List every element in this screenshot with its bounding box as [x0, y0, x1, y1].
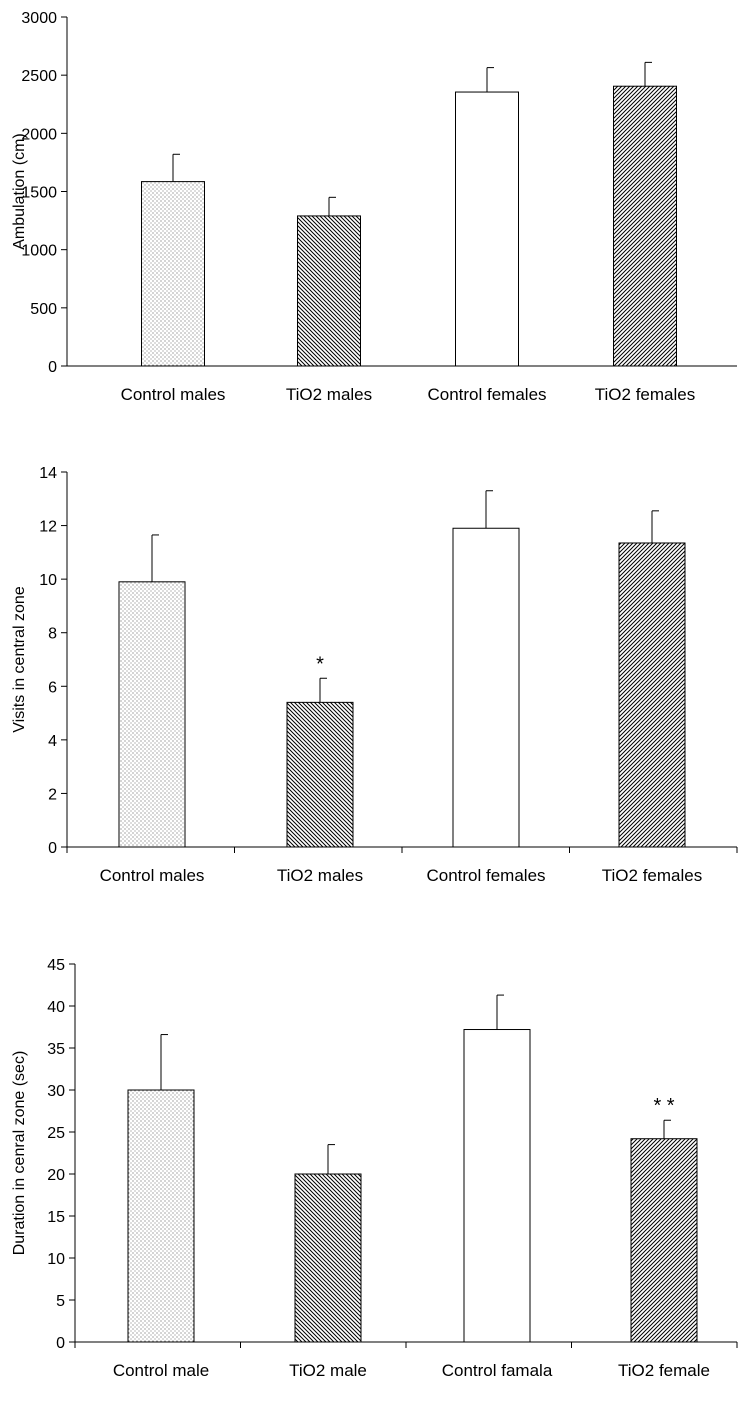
x-category-label: TiO2 females — [602, 866, 702, 885]
y-tick-label: 35 — [47, 1041, 65, 1058]
y-tick-label: 10 — [47, 1251, 65, 1268]
x-category-label: TiO2 males — [286, 385, 372, 404]
y-tick-label: 0 — [48, 359, 57, 376]
y-axis-title: Visits in central zone — [11, 586, 28, 733]
y-tick-label: 0 — [56, 1335, 65, 1352]
x-category-label: Control famala — [442, 1361, 553, 1380]
y-tick-label: 14 — [39, 465, 57, 482]
bar — [127, 1089, 195, 1343]
y-tick-label: 0 — [48, 840, 57, 857]
x-category-label: Control females — [427, 385, 546, 404]
x-category-label: TiO2 females — [595, 385, 695, 404]
y-tick-label: 45 — [47, 957, 65, 974]
y-tick-label: 8 — [48, 626, 57, 643]
x-category-label: TiO2 female — [618, 1361, 710, 1380]
x-category-label: Control females — [426, 866, 545, 885]
y-tick-label: 2000 — [21, 126, 57, 143]
y-tick-label: 12 — [39, 519, 57, 536]
x-category-label: TiO2 male — [289, 1361, 367, 1380]
x-category-label: Control male — [113, 1361, 209, 1380]
x-category-label: TiO2 males — [277, 866, 363, 885]
bar — [118, 581, 186, 848]
y-axis-title: Duration in cenral zone (sec) — [11, 1051, 28, 1256]
bar — [630, 1138, 698, 1343]
bar — [463, 1029, 531, 1343]
y-tick-label: 1000 — [21, 243, 57, 260]
y-tick-label: 30 — [47, 1083, 65, 1100]
y-tick-label: 1500 — [21, 185, 57, 202]
bar — [613, 85, 677, 367]
y-tick-label: 2 — [48, 786, 57, 803]
bar — [294, 1173, 362, 1343]
y-tick-label: 3000 — [21, 10, 57, 27]
y-tick-label: 40 — [47, 999, 65, 1016]
significance-marker: * — [316, 653, 324, 675]
y-tick-label: 4 — [48, 733, 57, 750]
bar — [297, 215, 361, 367]
chart-panel-1: 0 500 1000 1500 2000 2500 3000 Ambulation (cm) C… — [11, 10, 737, 404]
y-tick-label: 500 — [30, 301, 57, 318]
chart-panel-2: 0 2 4 6 8 10 12 14 Visits in central zone Control… — [11, 465, 738, 885]
y-tick-label: 6 — [48, 679, 57, 696]
bar — [455, 91, 519, 367]
x-category-label: Control males — [121, 385, 226, 404]
bar — [286, 701, 354, 848]
significance-marker: * * — [653, 1095, 674, 1117]
bar — [452, 527, 520, 848]
y-tick-label: 20 — [47, 1167, 65, 1184]
y-tick-label: 2500 — [21, 68, 57, 85]
bar — [141, 181, 205, 367]
chart-panel-3: 0 5 10 15 20 25 30 35 40 45 Duration in cenral zon… — [11, 957, 738, 1380]
y-tick-label: 10 — [39, 572, 57, 589]
y-tick-label: 5 — [56, 1293, 65, 1310]
y-axis-title: Ambulation (cm) — [11, 133, 28, 249]
bar — [618, 542, 686, 848]
y-tick-label: 25 — [47, 1125, 65, 1142]
y-tick-label: 15 — [47, 1209, 65, 1226]
x-category-label: Control males — [100, 866, 205, 885]
